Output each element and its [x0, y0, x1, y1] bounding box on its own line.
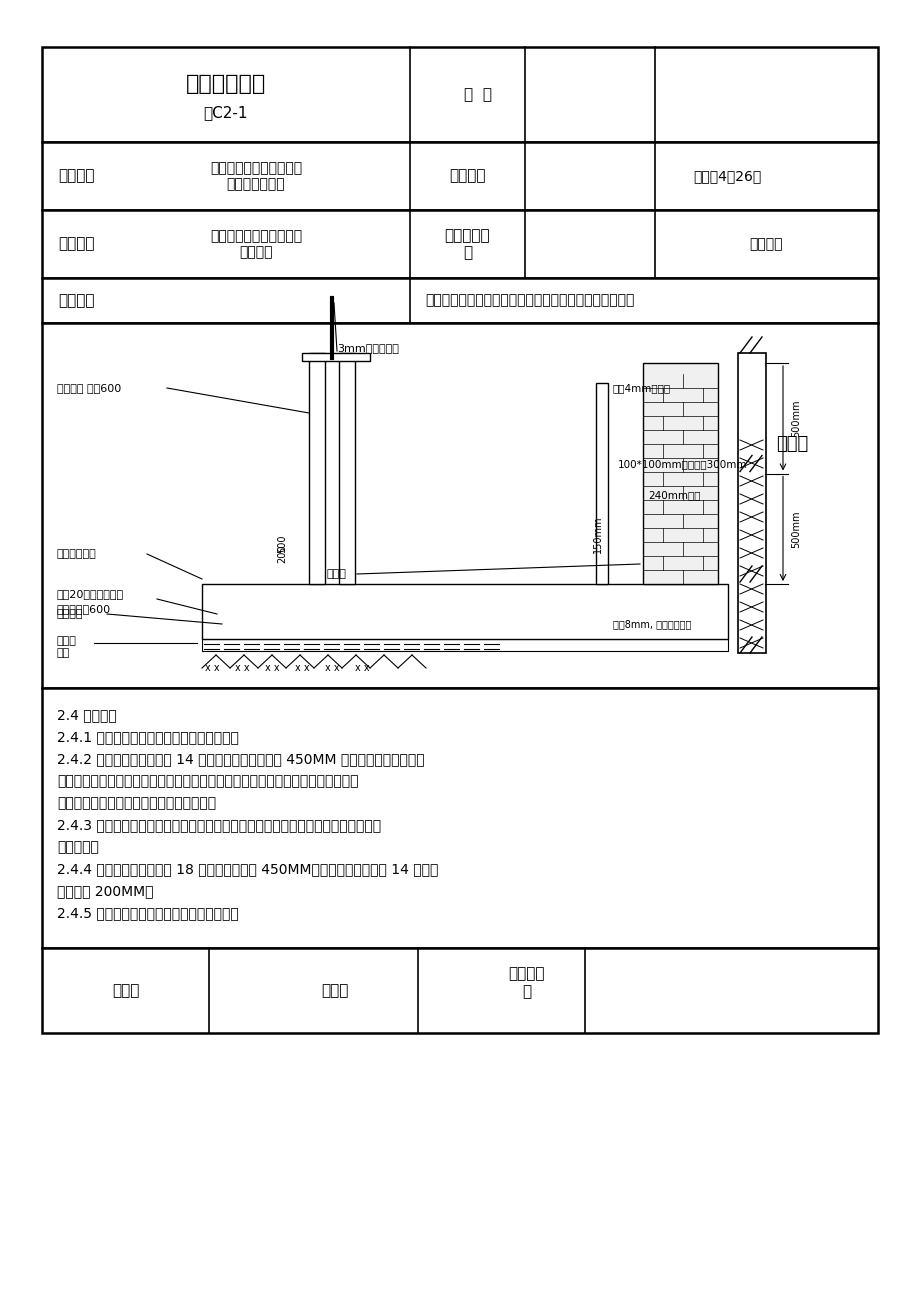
Text: 接受交底
人: 接受交底 人 [508, 966, 545, 999]
Bar [42, 323, 877, 687]
Bar [42, 279, 877, 323]
Text: 150mm: 150mm [593, 516, 602, 553]
Text: 某某市中心医院新区建设
工程一号建筑物: 某某市中心医院新区建设 工程一号建筑物 [210, 161, 301, 191]
Text: 交底日期: 交底日期 [448, 168, 485, 184]
Text: 2.4.5 挂设快易收口网，并用铅丝绑扎牢靠。: 2.4.5 挂设快易收口网，并用铅丝绑扎牢靠。 [57, 906, 239, 921]
Text: 3mm厚止水钢板: 3mm厚止水钢板 [336, 342, 399, 353]
Text: x x: x x [234, 663, 249, 673]
Text: 筋间距为 200MM。: 筋间距为 200MM。 [57, 884, 153, 898]
Text: 某某年4月26日: 某某年4月26日 [693, 169, 761, 184]
Text: 直径8mm, 钢筋间距支撑: 直径8mm, 钢筋间距支撑 [612, 618, 690, 629]
Text: 交底人: 交底人 [321, 983, 348, 999]
Text: 表C2-1: 表C2-1 [203, 105, 248, 120]
Text: 审核人: 审核人 [112, 983, 139, 999]
Bar [737, 353, 766, 654]
Text: 钢管顶撑 间距600: 钢管顶撑 间距600 [57, 383, 121, 393]
Text: 2.4.2 根据控图纸采用直径 14 钢筋制作支架，间距为 450MM 沿后浇带边线布置，然: 2.4.2 根据控图纸采用直径 14 钢筋制作支架，间距为 450MM 沿后浇带… [57, 753, 425, 766]
Bar [42, 210, 877, 279]
Text: 筏型基础积水坑、电梯基坑、导墙、后浇带模板技术交底: 筏型基础积水坑、电梯基坑、导墙、后浇带模板技术交底 [425, 293, 634, 307]
Text: 编  号: 编 号 [464, 87, 492, 102]
Text: 500mm: 500mm [790, 510, 800, 548]
Text: x x: x x [324, 663, 339, 673]
Text: 底板上铁钢筋: 底板上铁钢筋 [57, 549, 96, 559]
Text: 2.4.4 沿止水钢板焊接直径 18 竖向筋，间距为 450MM，然后再布置直径为 14 的水平: 2.4.4 沿止水钢板焊接直径 18 竖向筋，间距为 450MM，然后再布置直径… [57, 862, 437, 876]
Bar [309, 353, 324, 585]
Text: x x: x x [204, 663, 219, 673]
Text: 交底提要: 交底提要 [59, 293, 96, 309]
Text: 分项工程名
称: 分项工程名 称 [444, 228, 490, 260]
Text: 200: 200 [277, 544, 287, 564]
Bar [42, 948, 877, 1032]
Text: 工程名称: 工程名称 [59, 168, 96, 184]
Text: 点焊，间距600: 点焊，间距600 [57, 604, 111, 615]
Text: 后再用水平筋拉结连成整体。根据控制标高拉通线将支架焊固在底板筋上，其高度: 后再用水平筋拉结连成整体。根据控制标高拉通线将支架焊固在底板筋上，其高度 [57, 773, 358, 788]
Bar [301, 353, 369, 361]
Text: 护坡桩: 护坡桩 [775, 435, 808, 453]
Text: 2.4.3 用线坠将后浇带边线引在支架上，使止水钢板中心与后浇带边线重合，并焊固: 2.4.3 用线坠将后浇带边线引在支架上，使止水钢板中心与后浇带边线重合，并焊固 [57, 818, 380, 832]
Bar [42, 142, 877, 210]
Text: 2.4.1 后浇带采用快易收口网作永久性模板。: 2.4.1 后浇带采用快易收口网作永久性模板。 [57, 730, 239, 743]
Text: 基础底板: 基础底板 [57, 609, 84, 618]
Bar [596, 383, 607, 585]
Bar [42, 47, 877, 142]
Text: 100*100mm方木间距300mm: 100*100mm方木间距300mm [618, 460, 746, 469]
Text: 要保证止水钢板位于筏板中间，水平顺直。: 要保证止水钢板位于筏板中间，水平顺直。 [57, 796, 216, 810]
Text: 二级20钢筋与底板筋: 二级20钢筋与底板筋 [57, 589, 124, 599]
Text: 技术交底记录: 技术交底记录 [186, 74, 266, 95]
Bar [642, 363, 717, 585]
Text: 防水层: 防水层 [57, 635, 77, 646]
Text: x x: x x [265, 663, 279, 673]
Text: 外墙筋: 外墙筋 [326, 569, 346, 579]
Text: 模板工程: 模板工程 [749, 237, 782, 251]
Bar [42, 687, 877, 948]
Text: 直径4mm二级钢: 直径4mm二级钢 [612, 383, 670, 393]
Text: 500mm: 500mm [790, 400, 800, 437]
Text: x x: x x [355, 663, 369, 673]
Text: 2.4 后浇带：: 2.4 后浇带： [57, 708, 117, 723]
Text: 某某市某某建设工程劳务
有限公司: 某某市某某建设工程劳务 有限公司 [210, 229, 301, 259]
Bar [338, 353, 355, 585]
Text: 240mm墙面: 240mm墙面 [647, 491, 699, 500]
Text: x x: x x [294, 663, 309, 673]
Text: 施工单位: 施工单位 [59, 237, 96, 251]
Bar [202, 585, 727, 639]
Bar [202, 639, 727, 651]
Text: 在支架上。: 在支架上。 [57, 840, 98, 854]
Text: 垫层: 垫层 [57, 648, 70, 658]
Text: 500: 500 [277, 535, 287, 553]
